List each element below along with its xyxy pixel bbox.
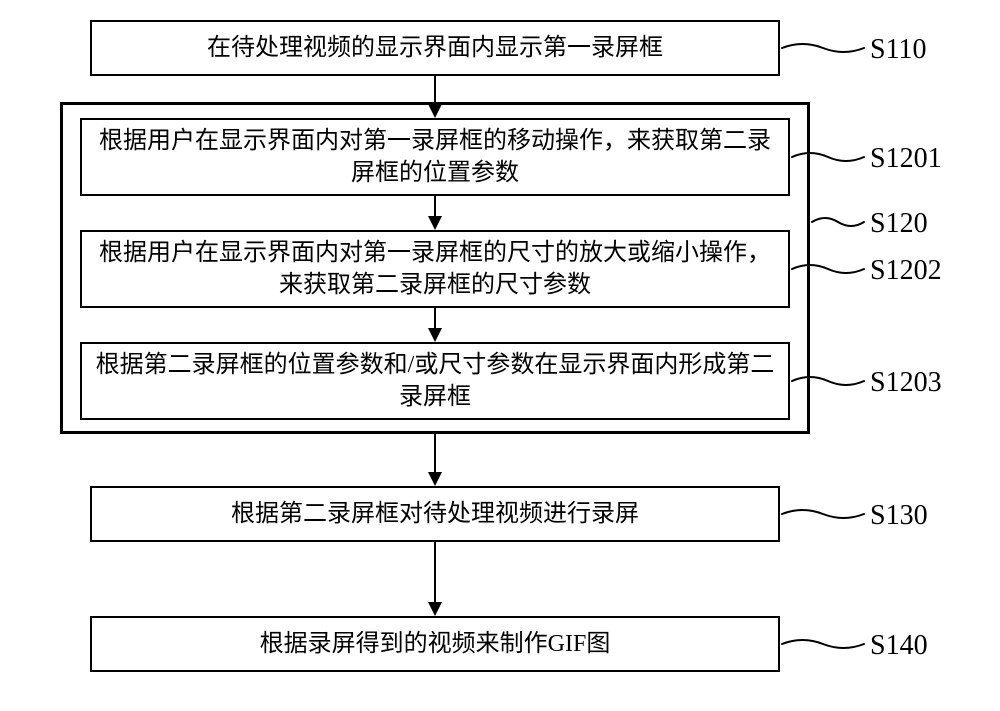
label-s1201: S1201	[870, 143, 942, 175]
label-s120: S120	[870, 208, 928, 240]
step-text: 根据第二录屏框的位置参数和/或尺寸参数在显示界面内形成第二录屏框	[92, 349, 778, 414]
step-s130: 根据第二录屏框对待处理视频进行录屏	[90, 486, 780, 542]
label-s110: S110	[870, 34, 927, 66]
step-text: 在待处理视频的显示界面内显示第一录屏框	[207, 32, 663, 64]
step-text: 根据录屏得到的视频来制作GIF图	[260, 628, 611, 660]
label-s140: S140	[870, 630, 928, 662]
label-s130: S130	[870, 500, 928, 532]
step-s1203: 根据第二录屏框的位置参数和/或尺寸参数在显示界面内形成第二录屏框	[80, 342, 790, 420]
step-s110: 在待处理视频的显示界面内显示第一录屏框	[90, 20, 780, 76]
step-text: 根据用户在显示界面内对第一录屏框的尺寸的放大或缩小操作，来获取第二录屏框的尺寸参…	[92, 237, 778, 302]
step-s1201: 根据用户在显示界面内对第一录屏框的移动操作，来获取第二录屏框的位置参数	[80, 118, 790, 196]
step-text: 根据用户在显示界面内对第一录屏框的移动操作，来获取第二录屏框的位置参数	[92, 125, 778, 190]
flowchart-canvas: 在待处理视频的显示界面内显示第一录屏框 根据用户在显示界面内对第一录屏框的移动操…	[0, 0, 1000, 711]
label-s1203: S1203	[870, 367, 942, 399]
label-s1202: S1202	[870, 255, 942, 287]
step-s140: 根据录屏得到的视频来制作GIF图	[90, 616, 780, 672]
step-text: 根据第二录屏框对待处理视频进行录屏	[231, 498, 639, 530]
step-s1202: 根据用户在显示界面内对第一录屏框的尺寸的放大或缩小操作，来获取第二录屏框的尺寸参…	[80, 230, 790, 308]
